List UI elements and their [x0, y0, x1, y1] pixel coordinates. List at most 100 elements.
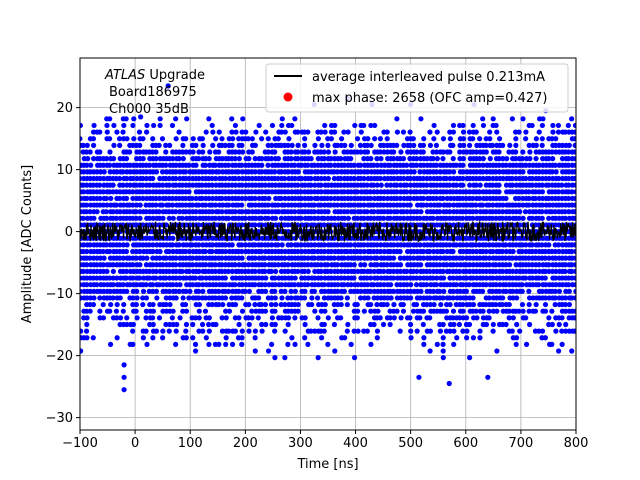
scatter-point [199, 136, 206, 142]
scatter-point [526, 288, 532, 294]
scatter-point [473, 248, 480, 255]
scatter-point [212, 215, 219, 221]
scatter-point [236, 315, 242, 321]
scatter-point [153, 288, 160, 294]
scatter-point [338, 295, 344, 301]
scatter-point [134, 315, 140, 321]
scatter-point [520, 308, 526, 314]
scatter-point [192, 275, 199, 281]
scatter-point [341, 162, 347, 168]
scatter-point [470, 215, 476, 221]
scatter-point [549, 136, 555, 142]
scatter-point [526, 321, 533, 328]
scatter-point [457, 275, 463, 281]
scatter-point [490, 116, 496, 122]
scatter-point [454, 262, 460, 268]
scatter-point [447, 149, 453, 155]
scatter-point [364, 328, 370, 334]
scatter-point [539, 202, 546, 208]
scatter-point [91, 295, 97, 301]
scatter-point [533, 248, 539, 255]
x-tick-label: 400 [343, 436, 368, 451]
scatter-point [124, 175, 130, 182]
scatter-point [196, 202, 202, 208]
scatter-point [446, 182, 453, 188]
scatter-point [189, 262, 196, 268]
scatter-point [372, 122, 378, 129]
scatter-point [430, 215, 436, 221]
scatter-point [160, 182, 166, 188]
scatter-point [275, 242, 281, 248]
scatter-point [549, 341, 555, 347]
scatter-point [189, 195, 195, 202]
scatter-point [550, 122, 556, 129]
scatter-point [189, 202, 196, 208]
scatter-point [522, 275, 529, 281]
scatter-point [144, 122, 150, 129]
scatter-point [368, 275, 374, 281]
scatter-point [516, 129, 522, 135]
scatter-point [555, 122, 562, 129]
scatter-point [562, 215, 568, 221]
scatter-point [408, 282, 414, 288]
scatter-point [408, 335, 414, 341]
scatter-point [315, 195, 321, 202]
scatter-point [361, 156, 367, 162]
scatter-point [187, 288, 193, 294]
scatter-point [199, 182, 205, 188]
x-tick-label: 100 [178, 436, 203, 451]
scatter-point [291, 282, 298, 288]
scatter-point [368, 195, 374, 202]
scatter-point [447, 136, 453, 142]
scatter-point [486, 202, 492, 208]
scatter-point [325, 136, 331, 142]
scatter-point [440, 348, 446, 354]
scatter-point [177, 169, 183, 175]
scatter-point [265, 162, 271, 168]
scatter-point [107, 169, 113, 175]
scatter-point [84, 335, 90, 341]
scatter-point [573, 248, 576, 255]
scatter-point [420, 308, 427, 314]
scatter-point [263, 321, 269, 328]
scatter-point [246, 301, 252, 308]
scatter-point [460, 195, 466, 202]
scatter-point [275, 262, 281, 268]
scatter-point [166, 248, 172, 255]
scatter-point [225, 215, 232, 221]
scatter-point [454, 335, 460, 341]
scatter-point [374, 335, 380, 341]
scatter-point [321, 328, 327, 334]
scatter-point [527, 156, 533, 162]
scatter-point [546, 182, 552, 188]
scatter-point [569, 248, 575, 255]
scatter-point [400, 301, 406, 308]
scatter-point [444, 262, 450, 268]
scatter-point [332, 149, 338, 155]
scatter-point [265, 242, 271, 248]
scatter-point [464, 335, 470, 341]
scatter-point [325, 175, 332, 182]
scatter-point [401, 142, 407, 148]
scatter-point [374, 242, 380, 248]
scatter-point [189, 242, 195, 248]
scatter-point [480, 202, 486, 208]
scatter-point [120, 308, 126, 314]
scatter-point [81, 169, 87, 175]
scatter-point [259, 275, 265, 281]
scatter-point [401, 215, 407, 221]
scatter-point [573, 182, 576, 188]
scatter-point [200, 142, 206, 148]
scatter-point [163, 162, 169, 168]
scatter-point [136, 129, 143, 135]
scatter-point [344, 209, 351, 215]
scatter-point [80, 288, 83, 294]
scatter-point [285, 315, 292, 321]
scatter-point [170, 308, 176, 314]
scatter-point [279, 282, 285, 288]
scatter-point [388, 182, 394, 188]
scatter-point [375, 308, 381, 314]
scatter-point [305, 275, 312, 281]
scatter-point [193, 215, 199, 221]
scatter-point [549, 321, 555, 328]
